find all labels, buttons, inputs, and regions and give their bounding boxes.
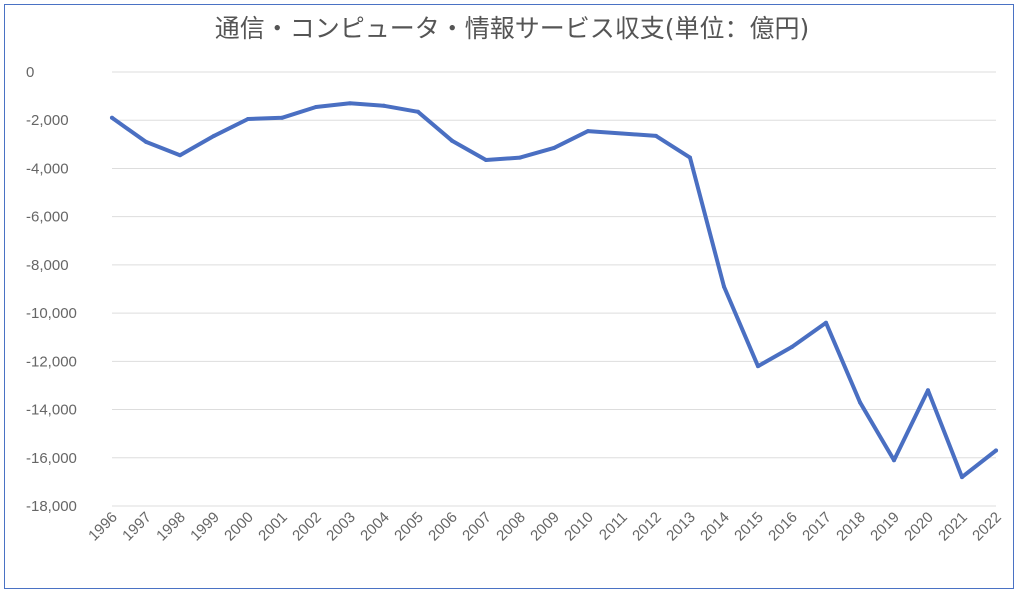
data-point [382, 103, 386, 108]
x-tick-label: 1997 [119, 509, 155, 545]
x-tick-label: 1996 [85, 509, 121, 545]
data-point [314, 104, 318, 109]
grid-lines [112, 71, 996, 507]
x-tick-label: 2013 [663, 509, 699, 545]
x-tick-label: 2015 [731, 509, 767, 545]
y-tick-label: -8,000 [26, 257, 69, 274]
x-axis-ticks: 1996199719981999200020012002200320042005… [85, 509, 1005, 545]
x-tick-label: 2012 [629, 509, 665, 545]
data-point [518, 155, 522, 160]
data-point [824, 320, 828, 325]
data-point [688, 155, 692, 160]
series-line [110, 101, 998, 480]
data-point [654, 133, 658, 138]
x-tick-label: 2007 [459, 509, 495, 545]
y-axis-ticks: 0 -2,000 -4,000 -6,000 -8,000 -10,000 -12,000 -… [26, 64, 77, 515]
y-tick-label: -18,000 [26, 498, 77, 515]
x-tick-label: 2003 [323, 509, 359, 545]
x-tick-label: 2018 [833, 509, 869, 545]
data-point [722, 284, 726, 289]
x-tick-label: 2017 [799, 509, 835, 545]
x-tick-label: 2016 [765, 509, 801, 545]
data-point [246, 117, 250, 122]
x-tick-label: 1998 [153, 509, 189, 545]
x-tick-label: 2020 [901, 509, 937, 545]
data-point [552, 145, 556, 150]
y-tick-label: 0 [26, 64, 34, 81]
data-point [790, 344, 794, 349]
data-point [994, 448, 998, 453]
data-point [110, 115, 114, 120]
data-point [212, 133, 216, 138]
x-tick-label: 2008 [493, 509, 529, 545]
x-tick-label: 2005 [391, 509, 427, 545]
data-point [960, 475, 964, 480]
data-point [892, 458, 896, 463]
data-point [858, 400, 862, 405]
series-layer [110, 101, 998, 480]
x-tick-label: 2019 [867, 509, 903, 545]
data-point [416, 109, 420, 114]
data-point [450, 138, 454, 143]
x-tick-label: 2021 [935, 509, 971, 545]
x-tick-label: 2010 [561, 509, 597, 545]
x-tick-label: 1999 [187, 509, 223, 545]
y-tick-label: -14,000 [26, 402, 77, 419]
x-tick-label: 2022 [969, 509, 1005, 545]
x-tick-label: 2009 [527, 509, 563, 545]
data-point [280, 115, 284, 120]
y-tick-label: -2,000 [26, 112, 69, 129]
x-tick-label: 2001 [255, 509, 291, 545]
data-point [620, 131, 624, 136]
y-tick-label: -6,000 [26, 209, 69, 226]
x-tick-label: 2002 [289, 509, 325, 545]
x-tick-label: 2011 [596, 509, 631, 544]
data-point [348, 101, 352, 106]
x-tick-label: 2014 [697, 509, 733, 545]
chart-title: 通信・コンピュータ・情報サービス収支(単位：億円) [215, 14, 810, 43]
data-point [926, 388, 930, 393]
y-tick-label: -10,000 [26, 305, 77, 322]
data-point [144, 139, 148, 144]
data-point [178, 153, 182, 158]
y-tick-label: -12,000 [26, 353, 77, 370]
x-tick-label: 2006 [425, 509, 461, 545]
x-tick-label: 2000 [221, 509, 257, 545]
x-tick-label: 2004 [357, 509, 393, 545]
data-point [586, 129, 590, 134]
data-point [756, 364, 760, 369]
y-tick-label: -16,000 [26, 450, 77, 467]
y-tick-label: -4,000 [26, 160, 69, 177]
chart-frame [4, 4, 1014, 589]
data-point [484, 158, 488, 163]
